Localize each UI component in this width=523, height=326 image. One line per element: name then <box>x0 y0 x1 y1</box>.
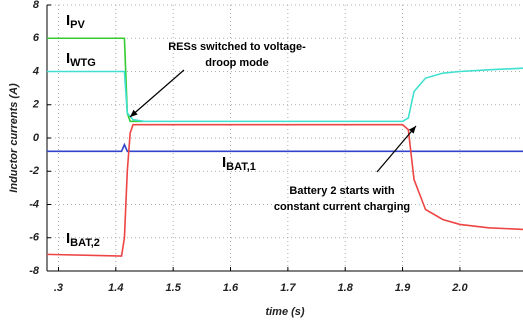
series-label: IPV <box>66 12 86 31</box>
x-tick-label: 2.0 <box>451 282 468 294</box>
y-axis-label: Inductor currents (A) <box>8 83 20 193</box>
series-line <box>47 67 523 123</box>
x-tick-label: 1.9 <box>395 282 411 294</box>
y-tick-label: -6 <box>29 232 40 244</box>
annotation: Battery 2 starts with <box>289 185 394 197</box>
annotation: droop mode <box>205 57 269 69</box>
y-tick-label: -8 <box>29 265 40 277</box>
x-tick-label: .3 <box>54 282 63 294</box>
arrow-head <box>130 109 138 117</box>
x-tick-label: 1.6 <box>223 282 239 294</box>
y-tick-label: 8 <box>33 0 40 11</box>
x-axis-label: time (s) <box>265 306 304 318</box>
y-tick-label: 0 <box>33 132 40 144</box>
y-tick-label: -4 <box>29 198 39 210</box>
y-tick-label: 2 <box>32 99 39 111</box>
y-tick-label: 6 <box>33 32 40 44</box>
x-tick-label: 1.4 <box>108 282 123 294</box>
x-tick-label: 1.8 <box>338 282 354 294</box>
series-label: IBAT,2 <box>66 230 100 249</box>
series-line <box>47 37 145 123</box>
arrow-head <box>408 126 416 134</box>
annotation: constant current charging <box>274 201 410 213</box>
annotation-arrow <box>376 125 417 173</box>
annotation-arrow <box>129 69 185 118</box>
y-tick-label: -2 <box>29 165 39 177</box>
series-line <box>47 142 523 153</box>
x-tick-label: 1.5 <box>166 282 182 294</box>
y-tick-label: 4 <box>32 65 39 77</box>
series-label: IBAT,1 <box>222 154 256 173</box>
x-tick-label: 1.7 <box>280 282 296 294</box>
series-line <box>46 123 523 257</box>
series-label: IWTG <box>66 50 96 69</box>
annotation: RESs switched to voltage- <box>168 41 306 53</box>
